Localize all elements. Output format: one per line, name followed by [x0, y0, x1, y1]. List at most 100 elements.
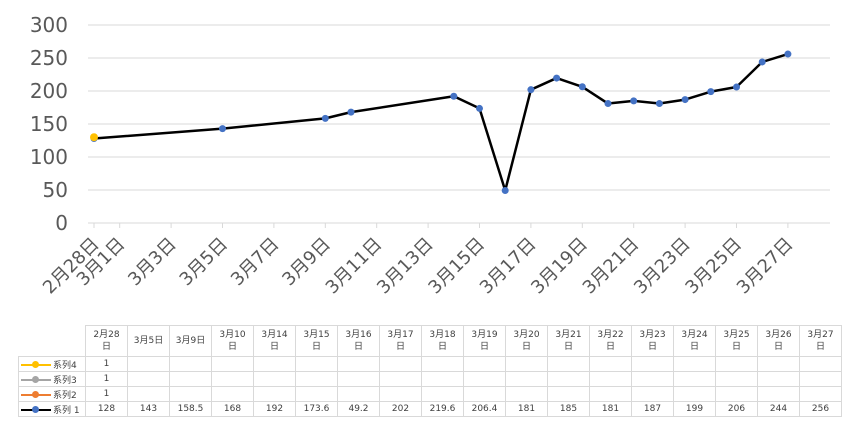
table-cell	[505, 371, 548, 387]
x-tick-label: 3月23日	[630, 234, 695, 299]
y-tick-label: 250	[30, 46, 68, 70]
table-header-cell: 3月17 日	[379, 325, 422, 357]
series-1-point	[707, 88, 715, 96]
x-tick-label: 3月15日	[424, 234, 489, 299]
table-cell	[547, 386, 590, 402]
y-tick-label: 150	[30, 112, 68, 136]
table-cell: 244	[757, 401, 800, 417]
table-cell	[127, 356, 170, 372]
table-cell	[631, 371, 674, 387]
table-cell	[127, 371, 170, 387]
table-header-cell: 3月14 日	[253, 325, 296, 357]
series-1-point	[733, 83, 740, 91]
table-cell: 206.4	[463, 401, 506, 417]
table-cell	[253, 386, 296, 402]
series-1-point	[553, 74, 561, 82]
table-cell	[421, 386, 464, 402]
table-cell	[673, 371, 716, 387]
table-cell	[631, 386, 674, 402]
table-cell	[379, 356, 422, 372]
series-1-line	[93, 52, 789, 192]
table-cell	[631, 356, 674, 372]
table-row: 系列 1 128 143 158.5 168 192 173.6 49.2 202 219.6 20…	[18, 401, 842, 417]
table-cell: 168	[211, 401, 254, 417]
table-cell	[295, 356, 338, 372]
table-row: 系列2 1	[18, 386, 842, 402]
table-cell	[253, 356, 296, 372]
series-1-point	[604, 100, 612, 108]
y-tick-label: 50	[43, 178, 68, 202]
series-1-point	[784, 50, 792, 58]
series-1-point	[321, 114, 329, 122]
table-header-cell: 3月10 日	[211, 325, 254, 357]
table-cell	[211, 356, 254, 372]
table-cell: 143	[127, 401, 170, 417]
table-cell	[421, 371, 464, 387]
series-1-point	[681, 96, 689, 104]
table-cell	[547, 356, 590, 372]
table-cell	[673, 386, 716, 402]
table-header-cell: 3月9日	[169, 325, 212, 357]
table-cell	[463, 386, 506, 402]
table-cell	[799, 386, 842, 402]
table-cell	[715, 371, 758, 387]
table-cell	[463, 356, 506, 372]
legend-key: 系列3	[18, 371, 86, 387]
data-table: 2月28 日 3月5日 3月9日 3月10 日 3月14 日 3月15 日 3月16 日 3月17 日 3月…	[18, 325, 842, 417]
table-cell	[799, 356, 842, 372]
y-tick-label: 300	[30, 13, 68, 37]
legend-marker-icon	[21, 360, 51, 370]
x-tick-label: 3月27日	[733, 234, 798, 299]
table-cell	[757, 356, 800, 372]
x-tick-label: 3月25日	[681, 234, 746, 299]
table-cell: 1	[85, 371, 128, 387]
table-cell: 158.5	[169, 401, 212, 417]
x-tick-label: 3月21日	[579, 234, 644, 299]
table-row: 系列4 1	[18, 356, 842, 372]
table-cell	[295, 386, 338, 402]
table-header-cell: 3月22 日	[589, 325, 632, 357]
table-cell	[337, 356, 380, 372]
table-cell: 185	[547, 401, 590, 417]
table-cell	[211, 386, 254, 402]
legend-key: 系列4	[18, 356, 86, 372]
table-header-cell: 3月19 日	[463, 325, 506, 357]
table-cell	[589, 356, 632, 372]
table-corner	[18, 325, 86, 357]
table-cell	[337, 371, 380, 387]
series-1-point	[347, 108, 355, 116]
table-cell: 1	[85, 356, 128, 372]
table-row: 系列3 1	[18, 371, 842, 387]
series-1-point	[527, 86, 535, 94]
x-tick-label: 3月17日	[476, 234, 541, 299]
table-header-cell: 3月21 日	[547, 325, 590, 357]
table-cell: 49.2	[337, 401, 380, 417]
line-chart: 0501001502002503002月28日3月1日3月3日3月5日3月7日3…	[30, 13, 830, 299]
table-cell	[337, 386, 380, 402]
legend-key: 系列 1	[18, 401, 86, 417]
table-cell: 219.6	[421, 401, 464, 417]
table-header-cell: 3月25 日	[715, 325, 758, 357]
table-cell	[757, 386, 800, 402]
series-1-point	[450, 92, 458, 100]
legend-marker-icon	[21, 405, 51, 415]
x-tick-label: 3月19日	[527, 234, 592, 299]
table-cell	[421, 356, 464, 372]
table-cell: 181	[505, 401, 548, 417]
y-tick-label: 0	[55, 211, 68, 235]
table-cell	[253, 371, 296, 387]
series-1-point	[501, 187, 509, 195]
table-header-cell: 3月26 日	[757, 325, 800, 357]
table-cell	[589, 371, 632, 387]
table-cell	[505, 386, 548, 402]
table-cell: 192	[253, 401, 296, 417]
table-cell: 206	[715, 401, 758, 417]
table-cell	[463, 371, 506, 387]
x-tick-label: 3月11日	[322, 234, 387, 299]
series-1-point	[655, 100, 663, 108]
table-cell: 128	[85, 401, 128, 417]
table-cell: 199	[673, 401, 716, 417]
series-1-point	[630, 97, 638, 105]
series-1-point	[578, 83, 586, 91]
legend-marker-icon	[21, 375, 51, 385]
